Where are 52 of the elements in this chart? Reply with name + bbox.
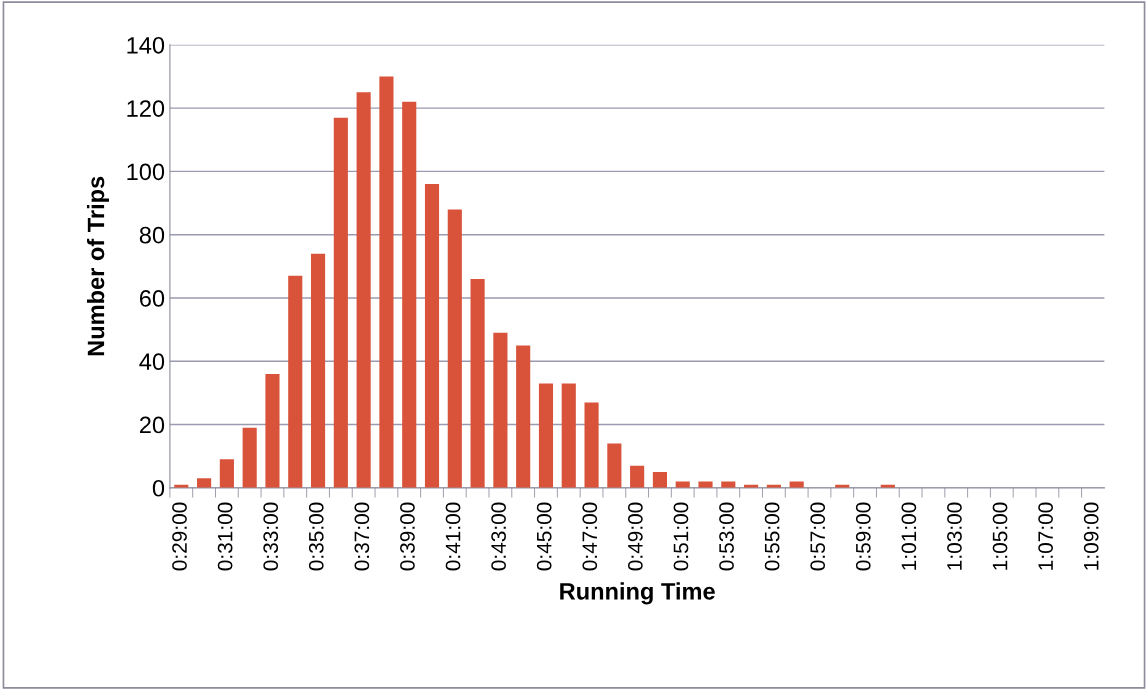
x-tick-label: 0:55:00 bbox=[764, 502, 780, 571]
bar bbox=[288, 275, 303, 488]
bar bbox=[630, 465, 645, 488]
bar bbox=[402, 101, 417, 488]
bar bbox=[538, 383, 554, 488]
bar bbox=[379, 76, 394, 488]
y-axis-title: Number of Trips bbox=[86, 176, 109, 356]
x-tick-label: 1:07:00 bbox=[1038, 502, 1053, 570]
y-tick-label: 120 bbox=[127, 100, 165, 117]
x-tick-label: 0:47:00 bbox=[582, 502, 598, 571]
x-tick-label: 1:03:00 bbox=[947, 502, 962, 570]
x-tick-label: 0:29:00 bbox=[172, 502, 187, 571]
x-tick-label: 1:01:00 bbox=[901, 502, 917, 570]
y-tick-label: 140 bbox=[127, 36, 165, 54]
x-tick-label: 0:39:00 bbox=[400, 502, 415, 571]
y-tick-label: 80 bbox=[139, 226, 165, 244]
y-tick-label: 20 bbox=[139, 416, 165, 434]
x-tick-label: 0:57:00 bbox=[810, 502, 826, 571]
x-tick-label: 0:35:00 bbox=[308, 502, 324, 571]
bar bbox=[356, 92, 371, 488]
x-tick-label: 0:53:00 bbox=[719, 502, 734, 571]
bar bbox=[242, 427, 257, 488]
bar bbox=[516, 345, 531, 488]
bar bbox=[470, 279, 485, 488]
bar bbox=[333, 117, 348, 488]
bar bbox=[424, 184, 440, 488]
x-tick-label: 1:05:00 bbox=[992, 502, 1008, 570]
x-tick-label: 0:31:00 bbox=[217, 502, 233, 571]
y-tick-label: 0 bbox=[152, 479, 165, 497]
bar bbox=[310, 253, 326, 488]
y-tick-label: 100 bbox=[127, 163, 165, 181]
x-tick-label: 0:43:00 bbox=[491, 502, 506, 571]
bar bbox=[447, 209, 462, 488]
x-tick-label: 0:37:00 bbox=[354, 502, 370, 571]
bar bbox=[584, 402, 599, 488]
bar bbox=[607, 443, 622, 488]
x-tick-label: 0:45:00 bbox=[536, 502, 552, 571]
x-tick-label: 0:51:00 bbox=[673, 502, 689, 571]
x-tick-label: 0:49:00 bbox=[627, 502, 643, 571]
y-tick-label: 60 bbox=[139, 290, 165, 307]
bar bbox=[561, 383, 576, 488]
bar bbox=[652, 472, 667, 488]
x-axis-title: Running Time bbox=[560, 582, 715, 605]
x-tick-label: 0:41:00 bbox=[445, 502, 461, 571]
bar bbox=[219, 459, 234, 488]
bar bbox=[265, 373, 280, 488]
y-tick-label: 40 bbox=[139, 353, 165, 371]
bar bbox=[493, 332, 508, 488]
x-tick-label: 0:33:00 bbox=[263, 502, 279, 571]
x-tick-label: 0:59:00 bbox=[855, 502, 871, 571]
bar bbox=[197, 478, 212, 488]
x-tick-label: 1:09:00 bbox=[1083, 502, 1099, 570]
